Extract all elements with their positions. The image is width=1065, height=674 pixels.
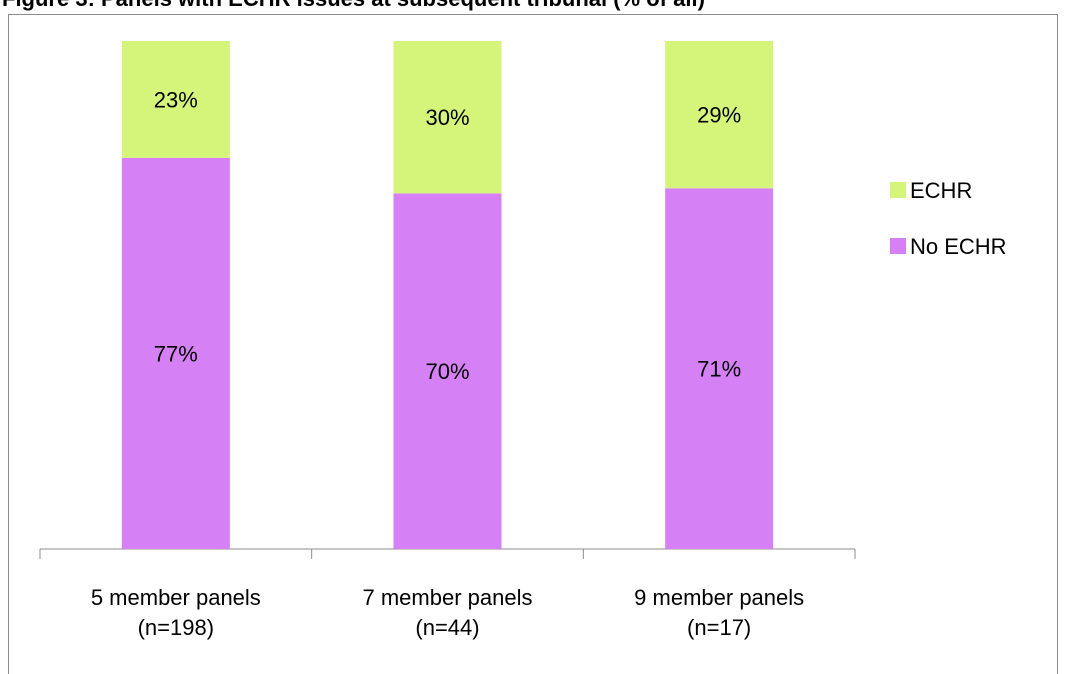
- x-tick-label: (n=44): [415, 615, 479, 640]
- data-label-echr: 30%: [425, 105, 469, 130]
- x-tick-label: 5 member panels: [91, 585, 261, 610]
- chart-title-strip: Figure 3: Panels with ECHR issues at sub…: [0, 0, 1065, 14]
- chart-frame: [8, 14, 1058, 674]
- chart-title: Figure 3: Panels with ECHR issues at sub…: [2, 0, 705, 12]
- x-tick-label: 9 member panels: [634, 585, 804, 610]
- bar-segment-no-echr: [121, 157, 230, 549]
- legend-label-no-echr: No ECHR: [910, 234, 1007, 259]
- bar-segment-echr: [393, 41, 502, 194]
- bar-segment-no-echr: [665, 188, 774, 549]
- data-label-no-echr: 71%: [697, 357, 741, 382]
- legend-swatch-echr: [890, 182, 906, 198]
- x-tick-label: (n=17): [687, 615, 751, 640]
- legend-label-echr: ECHR: [910, 178, 972, 203]
- data-label-echr: 23%: [154, 87, 198, 112]
- data-label-no-echr: 77%: [154, 341, 198, 366]
- x-tick-label: (n=198): [138, 615, 214, 640]
- x-tick-label: 7 member panels: [363, 585, 533, 610]
- bar-segment-no-echr: [393, 193, 502, 549]
- legend-swatch-no-echr: [890, 238, 906, 254]
- data-label-echr: 29%: [697, 103, 741, 128]
- bar-segment-echr: [665, 41, 774, 189]
- data-label-no-echr: 70%: [425, 359, 469, 384]
- bar-segment-echr: [121, 41, 230, 158]
